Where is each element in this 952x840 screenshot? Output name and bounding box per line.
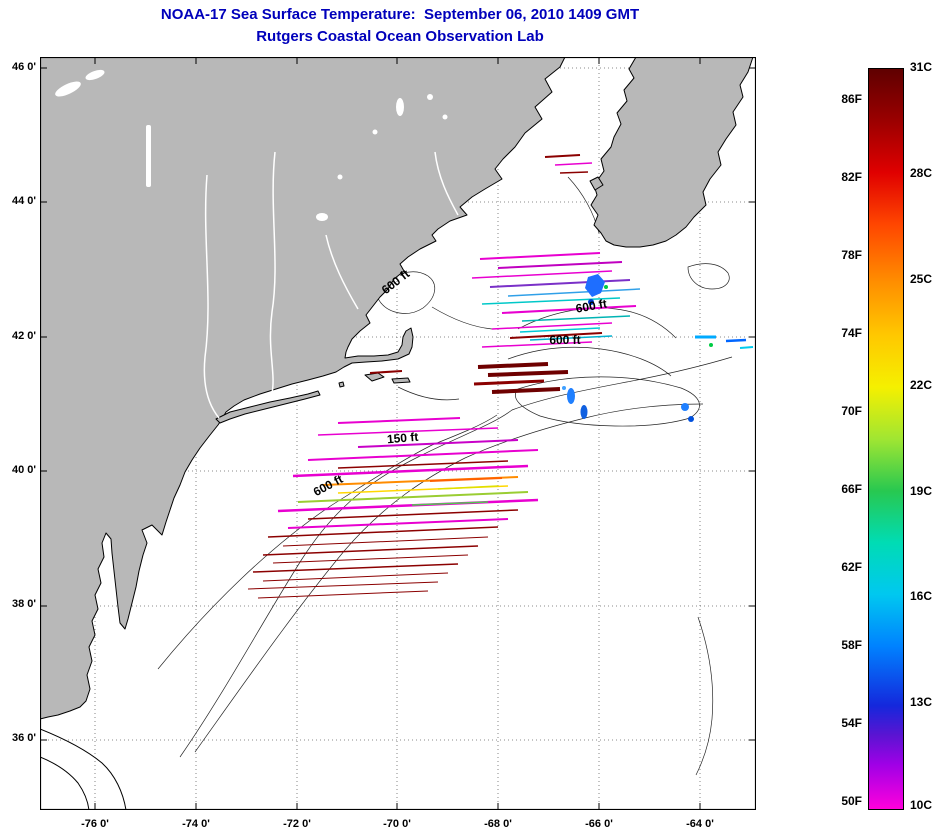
colorbar-f-label: 82F	[841, 170, 862, 184]
y-tick-label: 46 0'	[11, 61, 36, 73]
nova-scotia-landmass	[590, 57, 754, 248]
colorbar-c-label: 22C	[910, 378, 933, 392]
y-tick-label: 44 0'	[11, 195, 36, 207]
colorbar-f-label: 62F	[841, 560, 862, 574]
plot-frame	[40, 57, 756, 810]
lake	[55, 81, 81, 97]
long-island	[215, 390, 321, 424]
page-title: NOAA-17 Sea Surface Temperature: Septemb…	[160, 6, 640, 23]
lake	[427, 94, 433, 100]
river	[434, 151, 459, 216]
colorbar-f-label: 58F	[841, 638, 862, 652]
x-tick-label: -76 0'	[81, 818, 109, 830]
page-subtitle: Rutgers Coastal Ocean Observation Lab	[256, 28, 544, 45]
x-tick-label: -64 0'	[686, 818, 714, 830]
map-plot: 600 ft 600 ft 600 ft 150 ft 600 ft	[40, 57, 756, 810]
colorbar-c-label: 25C	[910, 272, 933, 286]
y-tick-label: 38 0'	[11, 598, 36, 610]
colorbar-c-label: 19C	[910, 484, 933, 498]
outer-banks-coastline	[40, 728, 127, 810]
colorbar-f-label: 86F	[841, 92, 862, 106]
marthas-vineyard-island	[364, 372, 385, 382]
lake	[337, 174, 343, 180]
x-tick-label: -72 0'	[283, 818, 311, 830]
lake-champlain	[146, 125, 151, 187]
colorbar-c-label: 10C	[910, 798, 933, 812]
y-tick-label: 40 0'	[11, 464, 36, 476]
lake	[372, 129, 378, 135]
lake	[85, 69, 105, 81]
colorbar-c-label: 16C	[910, 589, 933, 603]
x-tick-label: -68 0'	[484, 818, 512, 830]
nantucket-island	[391, 377, 411, 384]
lake	[396, 98, 404, 116]
connecticut-river	[269, 151, 276, 394]
depth-label: 600 ft	[549, 333, 580, 347]
y-tick-label: 42 0'	[11, 330, 36, 342]
lakes-and-rivers	[55, 69, 459, 419]
colorbar-c-label: 13C	[910, 695, 933, 709]
block-island	[338, 381, 345, 388]
colorbar-f-label: 50F	[841, 794, 862, 808]
colorbar-c-label: 31C	[910, 60, 933, 74]
cold-water-patches	[562, 274, 754, 422]
grand-manan-island	[589, 176, 604, 191]
depth-label: 600 ft	[575, 296, 608, 315]
lake	[316, 213, 328, 221]
colorbar-gradient	[868, 68, 904, 810]
river	[325, 234, 359, 310]
y-tick-label: 36 0'	[11, 732, 36, 744]
hudson-river	[203, 174, 220, 419]
x-tick-label: -66 0'	[585, 818, 613, 830]
colorbar-f-label: 74F	[841, 326, 862, 340]
colorbar-f-label: 66F	[841, 482, 862, 496]
satellite-streaks	[247, 154, 641, 599]
lake	[442, 114, 448, 120]
depth-label: 150 ft	[386, 430, 418, 447]
colorbar-c-label: 28C	[910, 166, 933, 180]
x-tick-label: -74 0'	[182, 818, 210, 830]
x-tick-label: -70 0'	[383, 818, 411, 830]
mainland-landmass	[40, 57, 566, 720]
colorbar-f-label: 54F	[841, 716, 862, 730]
colorbar-f-label: 70F	[841, 404, 862, 418]
land-masses	[40, 57, 754, 720]
bathymetry-contours	[157, 176, 733, 776]
colorbar-f-label: 78F	[841, 248, 862, 262]
